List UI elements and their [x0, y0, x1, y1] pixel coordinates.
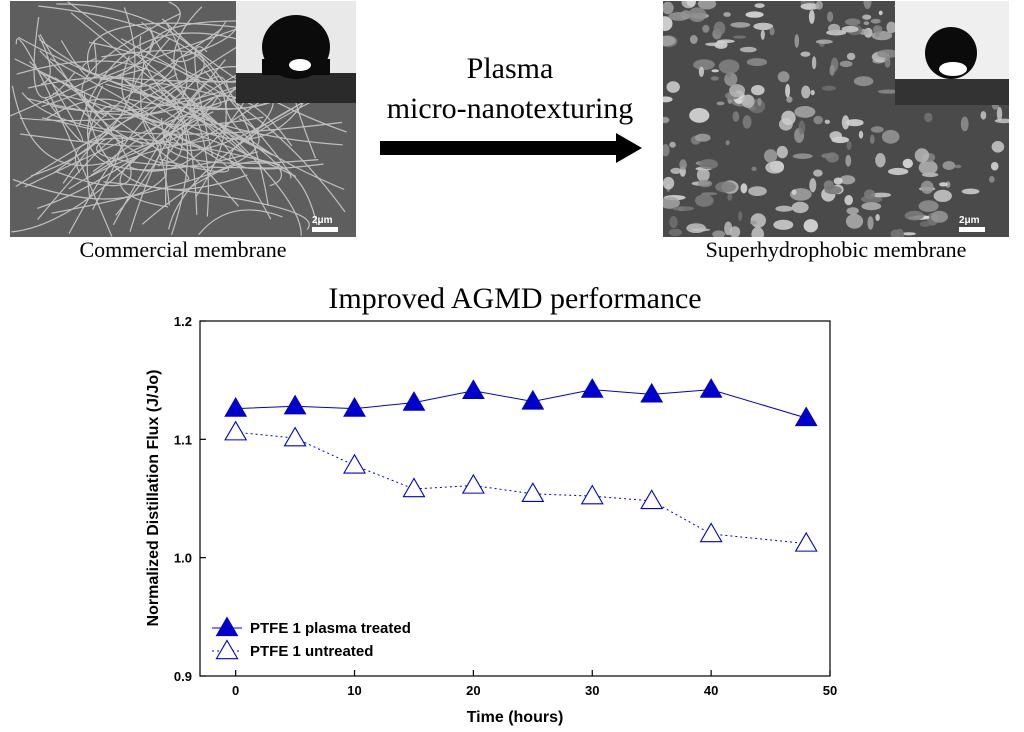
commercial-membrane-caption: Commercial membrane [79, 237, 287, 262]
data-point-untreated [343, 453, 367, 474]
data-point-untreated [521, 482, 545, 502]
legend: PTFE 1 plasma treated PTFE 1 untreated [212, 616, 411, 660]
data-point-untreated [283, 426, 307, 447]
superhydrophobic-membrane-sem-image: 2μm [663, 1, 1009, 237]
fibrous-texture: 2μm [10, 1, 356, 237]
x-tick-label: 0 [232, 683, 239, 698]
data-point-plasma-treated [794, 406, 818, 427]
y-tick-label: 1.1 [174, 432, 192, 447]
data-point-untreated [402, 477, 426, 498]
svg-text:2μm: 2μm [312, 215, 333, 226]
data-point-plasma-treated [580, 378, 604, 398]
series-line-untreated [235, 431, 807, 544]
y-tick-label: 1.0 [174, 551, 192, 566]
legend-marker [215, 616, 239, 637]
data-point-plasma-treated [224, 397, 248, 417]
legend-label: PTFE 1 untreated [250, 643, 373, 660]
legend-label: PTFE 1 plasma treated [250, 620, 411, 637]
x-axis-title: Time (hours) [467, 709, 564, 726]
data-point-plasma-treated [283, 394, 307, 415]
data-point-plasma-treated [640, 382, 664, 403]
series-line-plasma-treated [235, 389, 807, 419]
data-point-plasma-treated [402, 391, 426, 411]
superhydrophobic-membrane-caption: Superhydrophobic membrane [705, 237, 967, 262]
x-tick-label: 20 [466, 683, 480, 698]
x-tick-label: 30 [585, 683, 599, 698]
droplet-inset [236, 1, 356, 103]
data-point-untreated [794, 531, 818, 552]
scale-bar: 2μm [959, 215, 985, 232]
x-tick-label: 50 [823, 683, 837, 698]
scale-bar: 2μm [312, 215, 338, 232]
data-point-untreated [699, 522, 723, 543]
data-point-untreated [640, 489, 664, 510]
x-tick-label: 10 [347, 683, 361, 698]
y-tick-label: 0.9 [174, 669, 192, 684]
droplet-inset [895, 1, 1009, 105]
commercial-membrane-sem-image: 2μm [10, 1, 356, 237]
svg-text:2μm: 2μm [959, 215, 980, 226]
process-arrow [380, 133, 642, 163]
data-point-plasma-treated [461, 379, 485, 399]
process-label-line2: micro-nanotexturing [386, 92, 634, 125]
data-point-plasma-treated [343, 397, 366, 417]
x-tick-label: 40 [704, 683, 718, 698]
y-axis-title: Normalized Distillation Flux (J/Jo) [145, 370, 162, 627]
chart-title: Improved AGMD performance [328, 282, 702, 315]
data-point-plasma-treated [699, 378, 723, 398]
data-point-plasma-treated [521, 389, 545, 410]
y-tick-label: 1.2 [174, 314, 192, 329]
legend-marker [215, 639, 239, 660]
data-point-untreated [580, 484, 604, 505]
process-label-line1: Plasma [466, 52, 554, 85]
data-point-untreated [224, 420, 248, 441]
data-point-untreated [461, 473, 485, 494]
textured-surface: 2μm [663, 1, 1009, 237]
plot-frame [199, 320, 831, 677]
